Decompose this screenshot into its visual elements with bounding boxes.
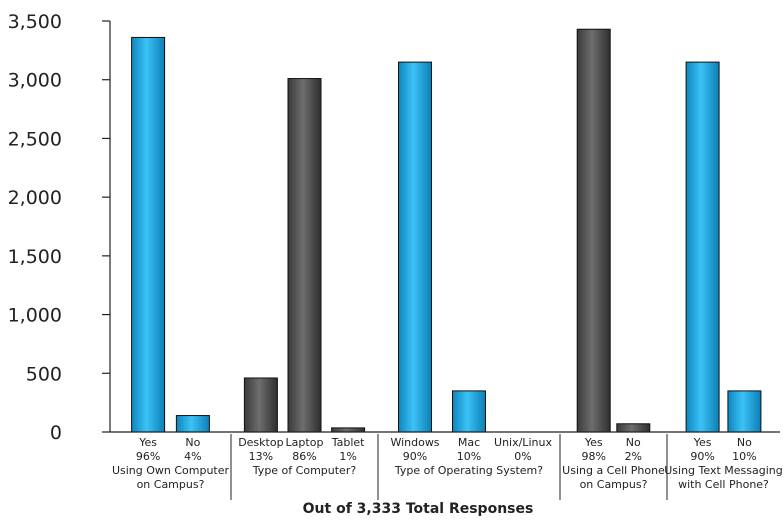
category-percent-label: 0% (514, 450, 531, 463)
category-percent-label: 4% (184, 450, 201, 463)
category-percent-label: 13% (249, 450, 273, 463)
y-tick-label: 3,500 (8, 11, 62, 33)
category-label: Tablet (331, 436, 365, 449)
bar-tablet (331, 427, 366, 433)
group-label: Using Text Messaging (664, 464, 783, 477)
y-tick-label: 1,000 (8, 305, 62, 327)
bar-laptop (287, 78, 322, 433)
group-label: Type of Computer? (252, 464, 357, 477)
category-label: No (737, 436, 752, 449)
category-label: Yes (584, 436, 603, 449)
y-tick-label: 3,000 (8, 70, 62, 92)
bar-no (616, 423, 651, 433)
group-label: on Campus? (580, 478, 648, 491)
bar-desktop (243, 377, 278, 433)
category-label: Windows (390, 436, 439, 449)
group-label: Using a Cell Phone (562, 464, 665, 477)
category-label: Laptop (286, 436, 324, 449)
x-axis-title: Out of 3,333 Total Responses (303, 501, 534, 517)
y-axis: 0 500 1,000 1,500 2,000 2,500 3,000 3,500 (8, 11, 111, 444)
bars (131, 28, 762, 433)
category-label: No (185, 436, 200, 449)
y-tick-label: 1,500 (8, 246, 62, 268)
category-percent-label: 2% (625, 450, 642, 463)
group-label: Using Own Computer (112, 464, 230, 477)
bar-yes (576, 28, 611, 433)
group-label: with Cell Phone? (678, 478, 769, 491)
category-percent-label: 96% (136, 450, 160, 463)
category-label: No (626, 436, 641, 449)
category-label: Yes (693, 436, 712, 449)
category-percent-label: 1% (339, 450, 356, 463)
group-label: Type of Operating System? (394, 464, 543, 477)
y-tick-label: 2,500 (8, 128, 62, 150)
y-tick-label: 500 (26, 363, 62, 385)
category-percent-label: 10% (457, 450, 481, 463)
category-percent-label: 10% (732, 450, 756, 463)
bar-windows (398, 61, 433, 433)
bar-mac (452, 390, 486, 433)
category-label: Mac (458, 436, 480, 449)
category-percent-label: 90% (690, 450, 714, 463)
y-tick-label: 2,000 (8, 187, 62, 209)
category-percent-label: 86% (292, 450, 316, 463)
category-label: Yes (138, 436, 157, 449)
bar-no (175, 415, 210, 433)
group-label: on Campus? (137, 478, 205, 491)
y-tick-label: 0 (50, 422, 62, 444)
category-label: Unix/Linux (494, 436, 552, 449)
bar-yes (685, 61, 720, 433)
category-percent-label: 98% (581, 450, 605, 463)
bar-yes (131, 36, 166, 433)
category-percent-label: 90% (403, 450, 427, 463)
category-label: Desktop (238, 436, 283, 449)
bar-no (727, 390, 762, 433)
